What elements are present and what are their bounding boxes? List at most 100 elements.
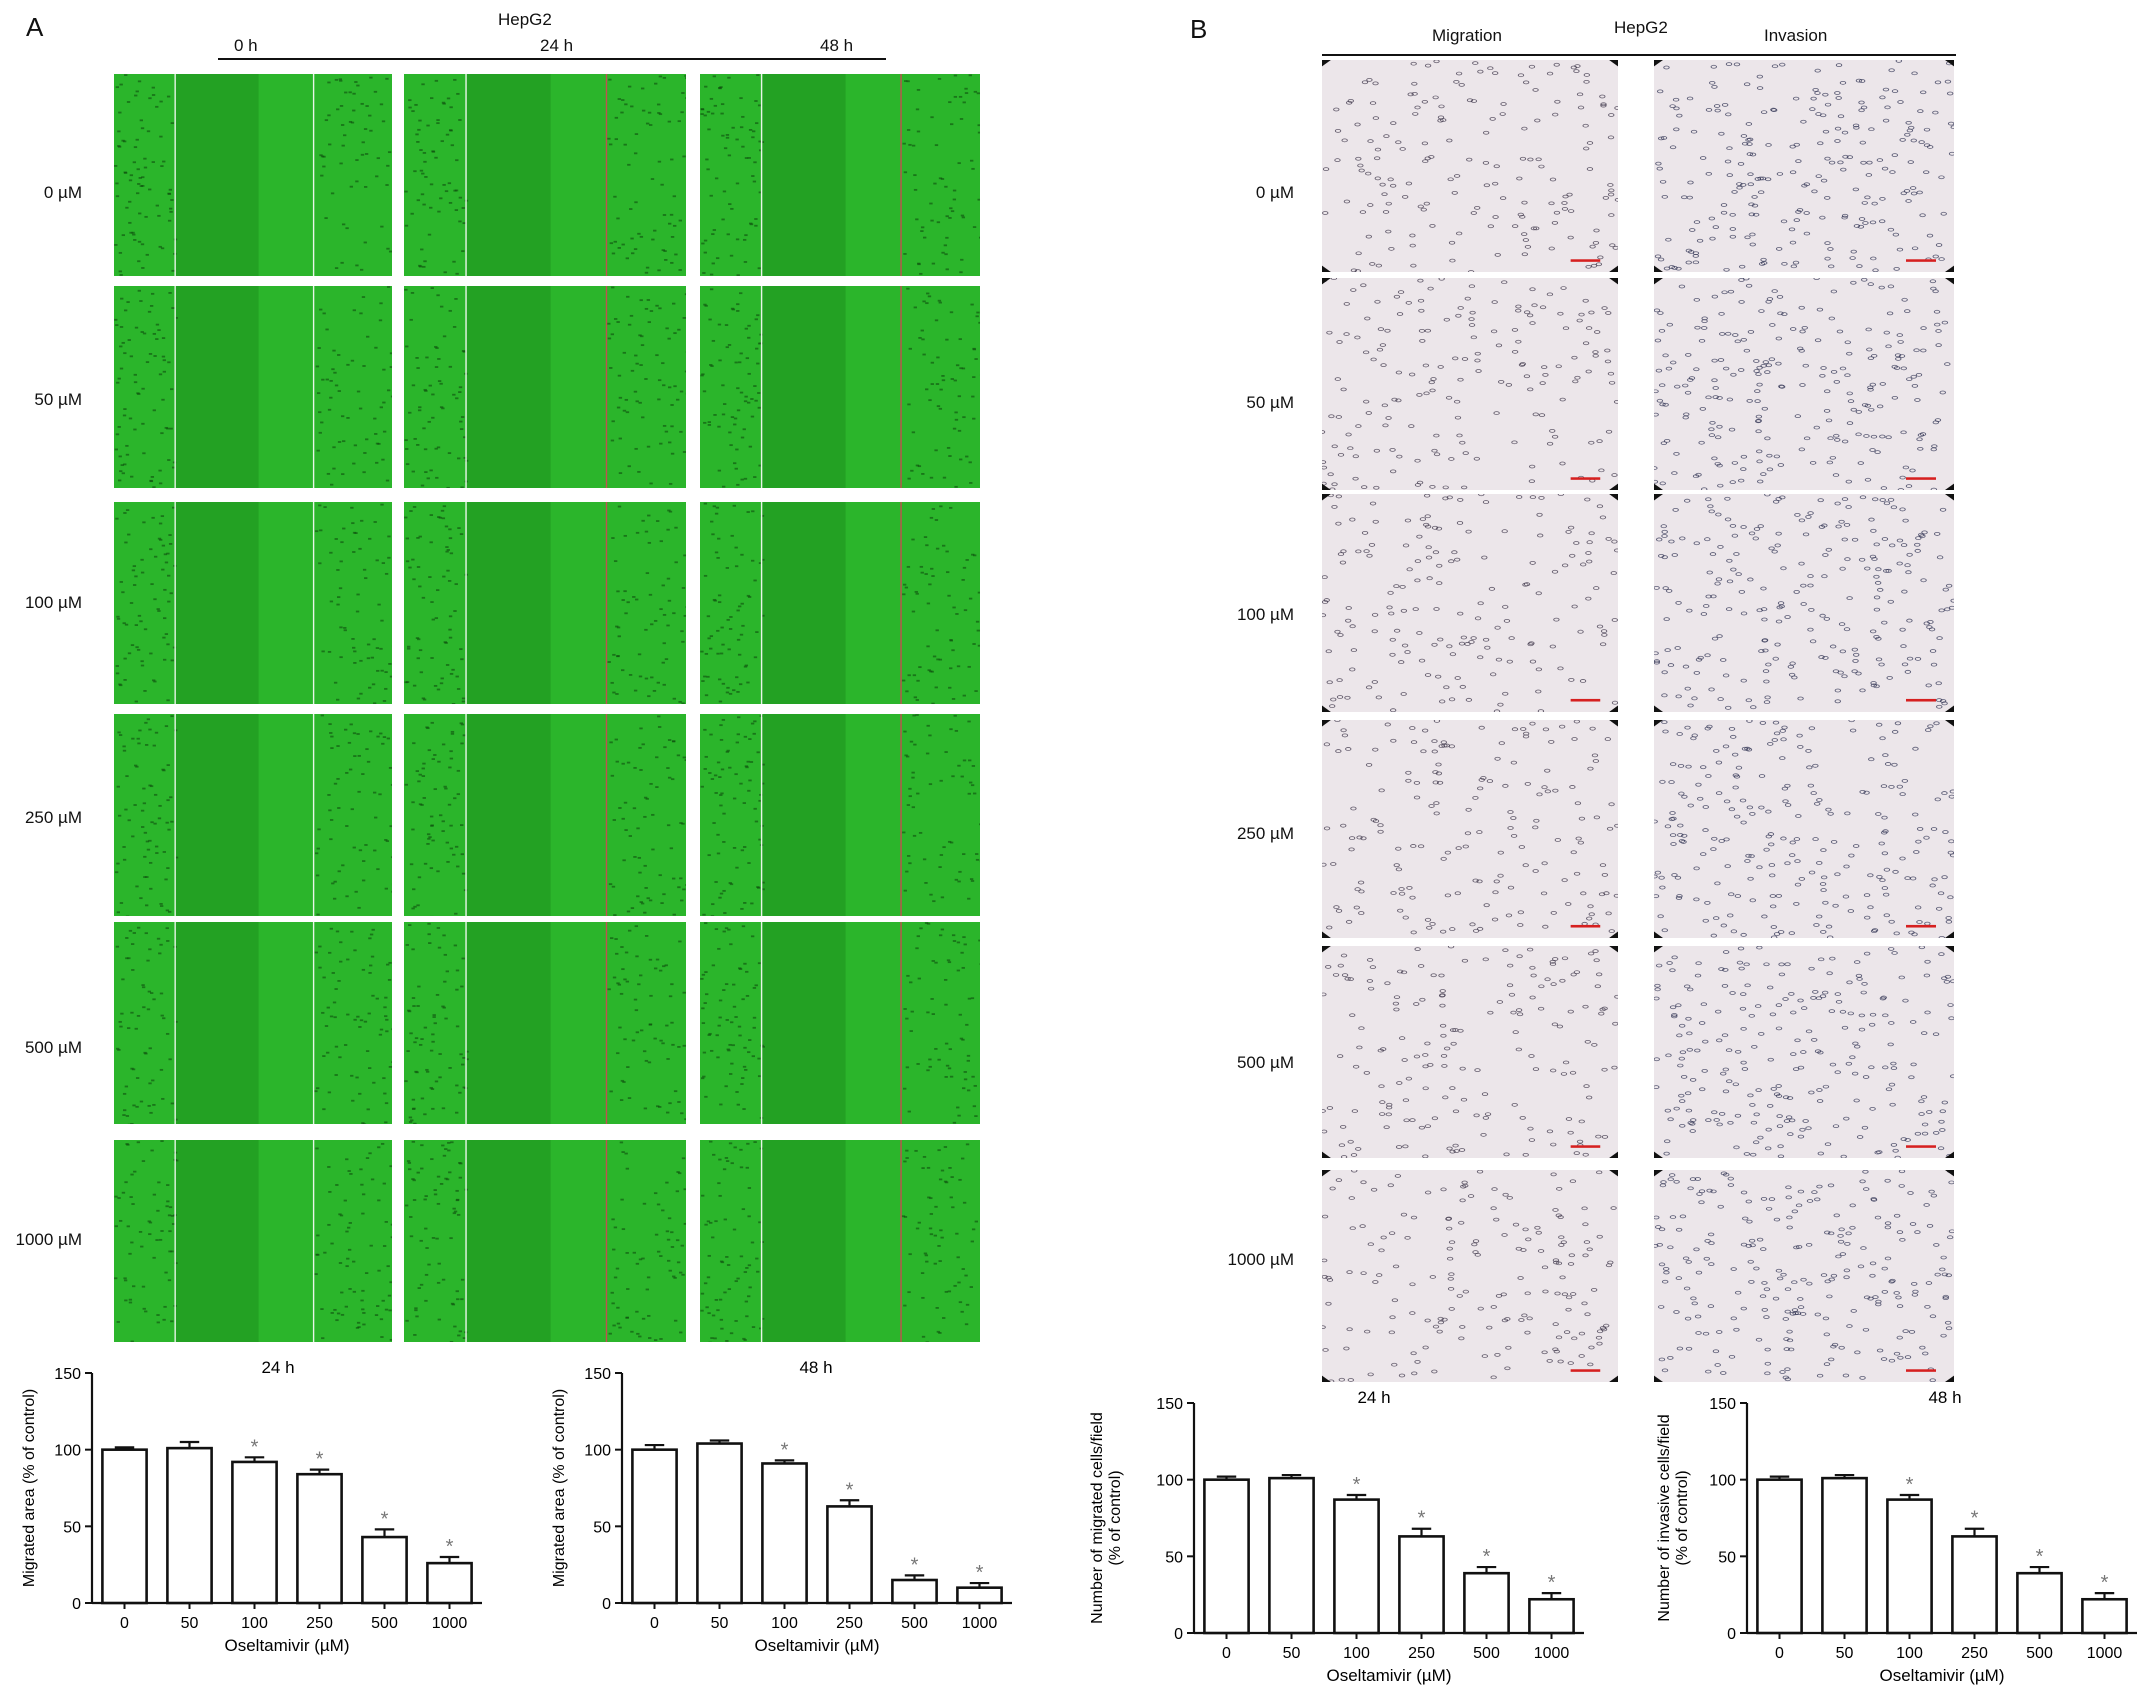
x-tick-label: 100 [1896, 1645, 1923, 1662]
significance-marker: * [251, 1436, 259, 1458]
chart-title: 24 h [261, 1358, 294, 1377]
bar [1951, 1535, 1998, 1635]
wound-image-tile [404, 74, 686, 276]
bar [761, 1462, 808, 1605]
significance-marker: * [2036, 1546, 2044, 1568]
bar [696, 1442, 743, 1605]
panel-b-header-rule [1322, 54, 1956, 56]
significance-marker: * [976, 1562, 984, 1584]
significance-marker: * [781, 1439, 789, 1461]
bar [1528, 1597, 1575, 1635]
dose-label-b-250: 250 µM [1236, 824, 1294, 843]
bar [1756, 1478, 1803, 1635]
significance-marker: * [2101, 1572, 2109, 1594]
y-tick-label: 150 [54, 1366, 81, 1383]
chart-title: 48 h [799, 1358, 832, 1377]
x-tick-label: 500 [1473, 1645, 1500, 1662]
x-axis-label: Oseltamivir (µM) [224, 1636, 349, 1655]
y-axis-label: (% of control) [1674, 1470, 1691, 1565]
bar [231, 1460, 278, 1605]
time-label-48h: 48 h [820, 36, 854, 55]
y-tick-label: 0 [1174, 1626, 1183, 1643]
dose-label-b-50: 50 µM [1246, 393, 1294, 412]
x-tick-label: 50 [1283, 1645, 1301, 1662]
bar [296, 1472, 343, 1605]
bar [2081, 1597, 2128, 1635]
wound-image-tile [404, 922, 686, 1124]
migration-image-tile [1322, 946, 1618, 1158]
wound-image-tile [700, 74, 980, 276]
panel-a-cell-line: HepG2 [498, 10, 552, 29]
panel-a-header-rule [218, 58, 886, 60]
migration-image-tile [1322, 1170, 1618, 1382]
chart-title: 48 h [1928, 1388, 1961, 1407]
y-axis-label: Migrated area (% of control) [21, 1389, 38, 1587]
significance-marker: * [1971, 1508, 1979, 1530]
significance-marker: * [1906, 1474, 1914, 1496]
x-tick-label: 50 [711, 1615, 729, 1632]
x-axis-label: Oseltamivir (µM) [1879, 1666, 2004, 1685]
significance-marker: * [911, 1554, 919, 1576]
x-tick-label: 500 [371, 1615, 398, 1632]
significance-marker: * [846, 1479, 854, 1501]
x-tick-label: 100 [771, 1615, 798, 1632]
x-tick-label: 0 [1775, 1645, 1784, 1662]
chart-migrated-cells-24h: 24 h 0 50 100 150 Number of migrated cells/fi… [1089, 1388, 1584, 1685]
y-tick-label: 150 [1709, 1396, 1736, 1413]
y-axis-label: (% of control) [1107, 1470, 1124, 1565]
invasion-image-tile [1654, 1170, 1954, 1382]
y-axis-label: Migrated area (% of control) [551, 1389, 568, 1587]
bar [956, 1586, 1003, 1605]
bar [166, 1446, 213, 1605]
wound-image-tile [404, 286, 686, 488]
x-tick-label: 250 [306, 1615, 333, 1632]
x-tick-label: 500 [2026, 1645, 2053, 1662]
bar [361, 1535, 408, 1605]
y-tick-label: 0 [602, 1596, 611, 1613]
migration-image-tile [1322, 720, 1618, 938]
migration-image-tile [1322, 494, 1618, 712]
column-label-migration: Migration [1432, 26, 1502, 45]
x-tick-label: 50 [1836, 1645, 1854, 1662]
y-tick-label: 100 [1709, 1473, 1736, 1490]
x-tick-label: 0 [1222, 1645, 1231, 1662]
y-tick-label: 50 [593, 1519, 611, 1536]
x-tick-label: 0 [120, 1615, 129, 1632]
migration-image-tile [1322, 278, 1618, 490]
dose-label-b-1000: 1000 µM [1227, 1250, 1295, 1269]
x-tick-label: 250 [1408, 1645, 1435, 1662]
x-tick-label: 1000 [2087, 1645, 2123, 1662]
bar [631, 1448, 678, 1605]
y-tick-label: 50 [1718, 1549, 1736, 1566]
dose-label-a-500: 500 µM [24, 1038, 82, 1057]
significance-marker: * [1418, 1508, 1426, 1530]
wound-image-tile [114, 74, 392, 276]
dose-label-b-500: 500 µM [1236, 1053, 1294, 1072]
y-tick-label: 0 [72, 1596, 81, 1613]
invasion-image-tile [1654, 494, 1954, 712]
panel-b-letter: B [1190, 14, 1208, 44]
y-tick-label: 100 [54, 1443, 81, 1460]
y-tick-label: 150 [584, 1366, 611, 1383]
x-axis-label: Oseltamivir (µM) [754, 1636, 879, 1655]
wound-image-tile [114, 922, 392, 1124]
dose-label-a-50: 50 µM [34, 390, 82, 409]
wound-image-tile [114, 714, 392, 916]
x-tick-label: 250 [836, 1615, 863, 1632]
significance-marker: * [1483, 1546, 1491, 1568]
wound-image-tile [114, 1140, 392, 1342]
x-tick-label: 1000 [962, 1615, 998, 1632]
significance-marker: * [446, 1536, 454, 1558]
wound-image-tile [700, 714, 980, 916]
invasion-image-tile [1654, 946, 1954, 1158]
wound-image-tile [700, 1140, 980, 1342]
invasion-image-tile [1654, 278, 1954, 490]
bar [2016, 1571, 2063, 1635]
x-axis-label: Oseltamivir (µM) [1326, 1666, 1451, 1685]
wound-image-tile [114, 502, 392, 704]
bar [1821, 1476, 1868, 1635]
chart-migrated-area-48h: 48 h 0 50 100 150 Migrated area (% of control… [551, 1358, 1012, 1655]
invasion-image-tile [1654, 60, 1954, 272]
bar [1203, 1478, 1250, 1635]
bar [1886, 1498, 1933, 1635]
